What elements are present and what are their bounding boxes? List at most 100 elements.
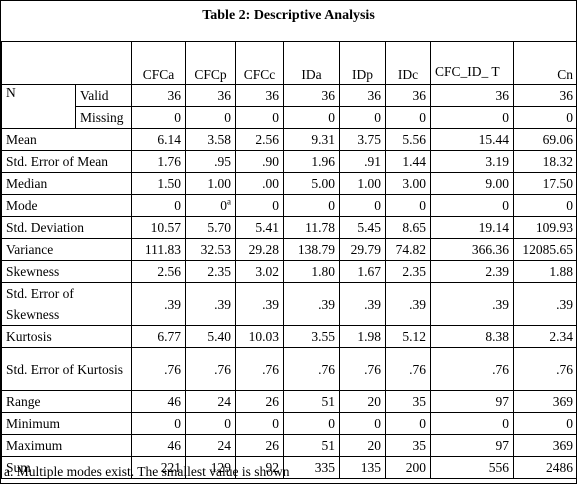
cell-value: 1.44 [402, 154, 426, 169]
table-row: Std. Error of Kurtosis .76 .76 .76 .76 .76 .76… [1, 347, 577, 391]
cell-value: 0 [566, 416, 573, 431]
table-cell: 5.70 [185, 216, 236, 239]
table-cell: 0 [235, 194, 284, 217]
table-cell: 2.56 [131, 260, 186, 283]
table-cell: 0 [339, 194, 386, 217]
table-cell: 1.44 [385, 150, 431, 173]
table-cell: 0 [131, 412, 186, 435]
table-row: Kurtosis 6.77 5.40 10.03 3.55 1.98 5.12 8.38 2.3… [1, 325, 577, 348]
cell-value: 12085.65 [522, 242, 573, 257]
table-cell: 2.56 [235, 128, 284, 151]
table-cell: .76 [513, 347, 577, 391]
cell-value: 19.14 [478, 220, 509, 235]
table-cell: 46 [131, 390, 186, 413]
table-cell: 3.00 [385, 172, 431, 195]
cell-value: .76 [318, 361, 335, 377]
column-header: IDp [339, 41, 386, 85]
cell-value: 97 [495, 394, 510, 409]
cell-value: 0 [502, 416, 509, 431]
table-row: Median 1.50 1.00 .00 5.00 1.00 3.00 9.00 17.50 [1, 172, 577, 195]
table-cell: 1.88 [513, 260, 577, 283]
table-cell: 6.14 [131, 128, 186, 151]
cell-value: 17.50 [542, 176, 573, 191]
table-cell: 32.53 [185, 238, 236, 261]
table-cell: 36 [185, 84, 236, 107]
table-cell: .39 [385, 282, 431, 326]
cell-value: 46 [167, 438, 182, 453]
table-cell: 3.75 [339, 128, 386, 151]
table-cell: 0 [185, 412, 236, 435]
descriptive-table: CFCa CFCp CFCc IDa IDp IDc CFC_ID_ T Cn N Valid 36… [1, 41, 577, 479]
table-row: N Valid 36 36 36 36 36 36 36 36 [1, 84, 577, 129]
table-cell: .76 [185, 347, 236, 391]
table-row: Mean 6.14 3.58 2.56 9.31 3.75 5.56 15.44 69.06 [1, 128, 577, 151]
cell-value: 366.36 [471, 242, 509, 257]
table-cell: 8.65 [385, 216, 431, 239]
table-row: Std. Error of Mean 1.76 .95 .90 1.96 .91 1.44 3… [1, 150, 577, 173]
cell-value: 2.34 [549, 329, 573, 344]
cell-value: 11.78 [305, 220, 335, 235]
table-cell: 369 [513, 434, 577, 457]
table-cell: 1.50 [131, 172, 186, 195]
column-header: CFCc [235, 41, 284, 85]
table-cell: 0 [385, 194, 431, 217]
cell-value: 92 [265, 460, 280, 475]
table-cell: 0 [185, 106, 236, 129]
cell-value: 2.56 [255, 132, 279, 147]
table-cell: 366.36 [430, 238, 514, 261]
table-cell: 138.79 [283, 238, 340, 261]
cell-value: 51 [321, 394, 336, 409]
cell-value: 9.00 [485, 176, 509, 191]
cell-value: 5.00 [311, 176, 335, 191]
table-cell: 0 [385, 412, 431, 435]
cell-value: .76 [214, 361, 231, 377]
table-cell: 2486 [513, 456, 577, 479]
cell-value: 29.79 [350, 242, 381, 257]
cell-value: 1.00 [207, 176, 231, 191]
table-row: Std. Error of Skewness .39 .39 .39 .39 .39 .39… [1, 282, 577, 326]
table-row: Minimum 0 0 0 0 0 0 0 0 [1, 412, 577, 435]
cell-value: 35 [412, 394, 427, 409]
cell-value: 109.93 [535, 220, 573, 235]
table-cell: 36 [235, 84, 284, 107]
table-cell: 5.12 [385, 325, 431, 348]
table-cell: 35 [385, 390, 431, 413]
cell-value: 0 [224, 416, 231, 431]
table-row: Sum 221 129 92 335 135 200 556 2486 [1, 456, 577, 479]
cell-value: 2.35 [207, 264, 231, 279]
table-cell: 2.35 [185, 260, 236, 283]
cell-value: .76 [262, 361, 279, 377]
table-cell: .39 [131, 282, 186, 326]
table-row: Variance 111.83 32.53 29.28 138.79 29.79 74.82… [1, 238, 577, 261]
table-cell: .39 [283, 282, 340, 326]
cell-value: 5.41 [255, 220, 279, 235]
table-cell: .95 [185, 150, 236, 173]
cell-value: 0 [374, 416, 381, 431]
cell-value: 1.67 [357, 264, 381, 279]
table-cell: 51 [283, 390, 340, 413]
table-cell: 9.31 [283, 128, 340, 151]
row-label: Median [1, 172, 132, 195]
cell-value: 20 [367, 438, 382, 453]
cell-value: 1.88 [549, 264, 573, 279]
cell-value: 32.53 [200, 242, 231, 257]
table-cell: 29.28 [235, 238, 284, 261]
row-label: Range [1, 390, 132, 413]
row-sublabel: Valid [75, 84, 132, 107]
table-cell: 18.32 [513, 150, 577, 173]
table-row: Std. Deviation 10.57 5.70 5.41 11.78 5.45 8.65… [1, 216, 577, 239]
table-cell: 11.78 [283, 216, 340, 239]
table-cell: 92 [235, 456, 284, 479]
cell-value: .39 [164, 296, 181, 312]
table-cell: .76 [235, 347, 284, 391]
cell-value: 2.35 [402, 264, 426, 279]
table-cell: 111.83 [131, 238, 186, 261]
table-cell: 26 [235, 434, 284, 457]
row-label: Mean [1, 128, 132, 151]
table-cell: 0 [235, 106, 284, 129]
header-row: CFCa CFCp CFCc IDa IDp IDc CFC_ID_ T Cn [1, 41, 577, 85]
table-cell: 5.40 [185, 325, 236, 348]
cell-value: 3.58 [207, 132, 231, 147]
cell-value: .76 [364, 361, 381, 377]
table-cell: .76 [339, 347, 386, 391]
